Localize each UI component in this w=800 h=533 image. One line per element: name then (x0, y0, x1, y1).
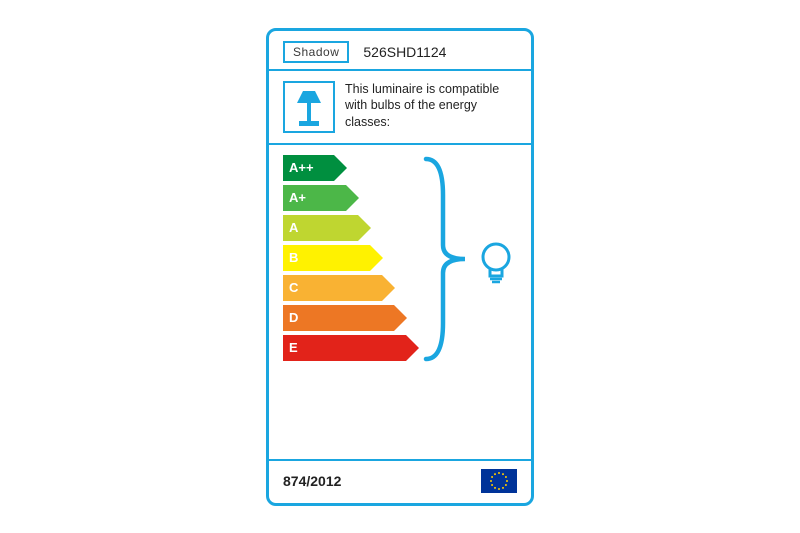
rating-label: D (283, 305, 394, 331)
rating-arrow: A (283, 215, 517, 241)
brace-icon (421, 155, 471, 363)
brand-name: Shadow (283, 41, 349, 63)
rating-arrow: D (283, 305, 517, 331)
eu-flag-icon (481, 469, 517, 493)
rating-area: A++ A+ ABCDE (269, 145, 531, 415)
regulation-number: 874/2012 (283, 473, 341, 489)
description-text: This luminaire is compatible with bulbs … (345, 81, 517, 132)
rating-label: A++ (283, 155, 334, 181)
model-code: 526SHD1124 (363, 44, 446, 60)
header-row: Shadow 526SHD1124 (269, 31, 531, 69)
footer-row: 874/2012 (269, 461, 531, 503)
rating-arrow: A+ (283, 185, 517, 211)
rating-label: C (283, 275, 382, 301)
rating-arrow: A++ (283, 155, 517, 181)
rating-label: B (283, 245, 370, 271)
luminaire-section: This luminaire is compatible with bulbs … (269, 71, 531, 143)
rating-label: E (283, 335, 406, 361)
rating-label: A+ (283, 185, 346, 211)
rating-label: A (283, 215, 358, 241)
rating-arrow: E (283, 335, 517, 361)
bulb-icon (479, 241, 513, 287)
energy-label-card: Shadow 526SHD1124 This luminaire is comp… (266, 28, 534, 506)
lamp-icon (283, 81, 335, 133)
